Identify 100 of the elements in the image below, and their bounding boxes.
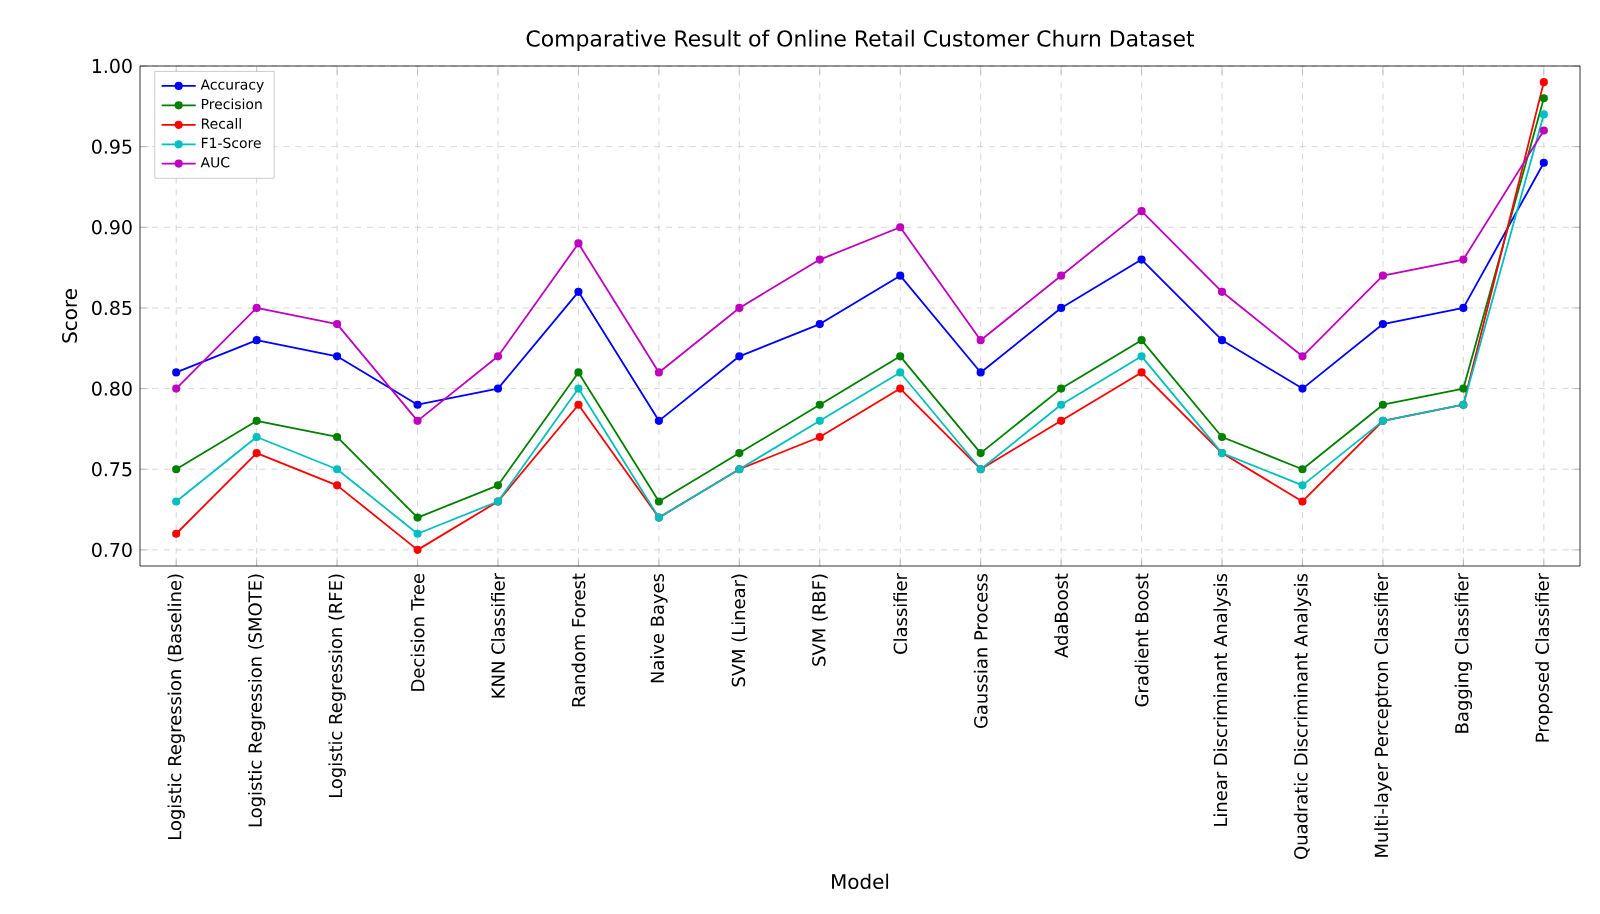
y-tick-label: 0.70 [92, 542, 132, 558]
x-tick-label: Gaussian Process [973, 573, 988, 729]
point [252, 432, 261, 442]
point [413, 400, 422, 409]
point [574, 400, 583, 409]
x-tick-label: Classifier [893, 573, 908, 654]
chart-title: Comparative Result of Online Retail Customer Churn Dataset [526, 29, 1195, 52]
point [1057, 271, 1066, 280]
point [333, 465, 342, 474]
point [654, 368, 663, 377]
point [1137, 352, 1146, 361]
y-tick-label: 0.85 [92, 300, 132, 316]
point [896, 368, 905, 377]
x-tick-label: Multi-layer Perceptron Classifier [1374, 573, 1392, 857]
point [252, 303, 261, 313]
point [1459, 384, 1468, 393]
point [1057, 400, 1066, 409]
point [815, 400, 824, 409]
point [1539, 158, 1548, 167]
x-tick-label: KNN Classifier [491, 573, 505, 698]
point [1137, 368, 1146, 377]
y-axis-title: Score [62, 289, 78, 343]
point [574, 239, 583, 248]
x-axis-title: Model [832, 873, 889, 890]
x-tick-label: SVM (RBF) [811, 574, 828, 666]
x-tick-label: Proposed Classifier [1535, 573, 1553, 742]
point [252, 336, 261, 345]
point [252, 449, 261, 458]
x-tick-label: SVM (Linear) [731, 574, 748, 687]
x-tick-label: Linear Discriminant Analysis [1213, 573, 1231, 826]
point [896, 223, 905, 232]
point [1539, 94, 1548, 103]
y-tick-label: 0.95 [92, 139, 132, 154]
point [493, 352, 503, 361]
point [172, 497, 181, 506]
point [493, 384, 503, 393]
point [1217, 432, 1227, 442]
point [413, 416, 422, 425]
point [1137, 207, 1146, 216]
point [1378, 400, 1388, 409]
point [1539, 110, 1548, 119]
point [574, 368, 583, 377]
point [413, 529, 422, 538]
point [574, 384, 583, 393]
x-tick-label: Logistic Regression (RFE) [328, 574, 346, 798]
point [654, 416, 663, 425]
point [1378, 319, 1388, 329]
point [735, 449, 744, 458]
point [1057, 384, 1066, 393]
point [413, 545, 422, 554]
x-tick-label: Logistic Regression (SMOTE) [247, 574, 266, 827]
point [1298, 352, 1307, 361]
point [896, 384, 905, 393]
point [172, 465, 181, 474]
point [333, 432, 342, 442]
y-tick-label: 1.00 [92, 58, 132, 74]
point [413, 513, 422, 522]
point [1298, 384, 1307, 393]
point [1459, 255, 1468, 264]
x-tick-label: Random Forest [571, 573, 586, 707]
point [493, 481, 503, 490]
x-tick-label: AdaBoost [1054, 573, 1069, 658]
point [1137, 255, 1146, 264]
point [1057, 416, 1066, 425]
point [815, 319, 824, 329]
point [1378, 271, 1388, 280]
x-tick-label: Bagging Classifier [1454, 573, 1473, 733]
point [735, 303, 744, 313]
x-tick-label: Decision Tree [410, 573, 425, 691]
point [333, 481, 342, 490]
point [815, 416, 824, 425]
point [976, 336, 985, 345]
point [654, 497, 663, 506]
point [976, 449, 985, 458]
point [172, 529, 181, 538]
point [1217, 287, 1227, 296]
y-tick-label: 0.75 [92, 462, 132, 477]
point [1057, 303, 1066, 313]
point [172, 368, 181, 377]
point [1539, 126, 1548, 135]
point [252, 416, 261, 425]
point [333, 352, 342, 361]
point [896, 271, 905, 280]
y-tick-label: 0.80 [92, 381, 132, 396]
point [1298, 465, 1307, 474]
point [172, 384, 181, 393]
point [976, 368, 985, 377]
point [1539, 78, 1548, 87]
y-tick-label: 0.90 [92, 220, 132, 235]
x-tick-label: Logistic Regression (Baseline) [167, 574, 185, 840]
x-tick-label: Quadratic Discriminant Analysis [1293, 573, 1312, 859]
x-tick-label: Gradient Boost [1134, 573, 1149, 707]
point [333, 319, 342, 329]
point [1137, 336, 1146, 345]
point [815, 432, 824, 442]
point [1298, 481, 1307, 490]
point [1459, 303, 1468, 313]
x-tick-label: Naive Bayes [650, 573, 668, 683]
point [1217, 336, 1227, 345]
point [1298, 497, 1307, 506]
